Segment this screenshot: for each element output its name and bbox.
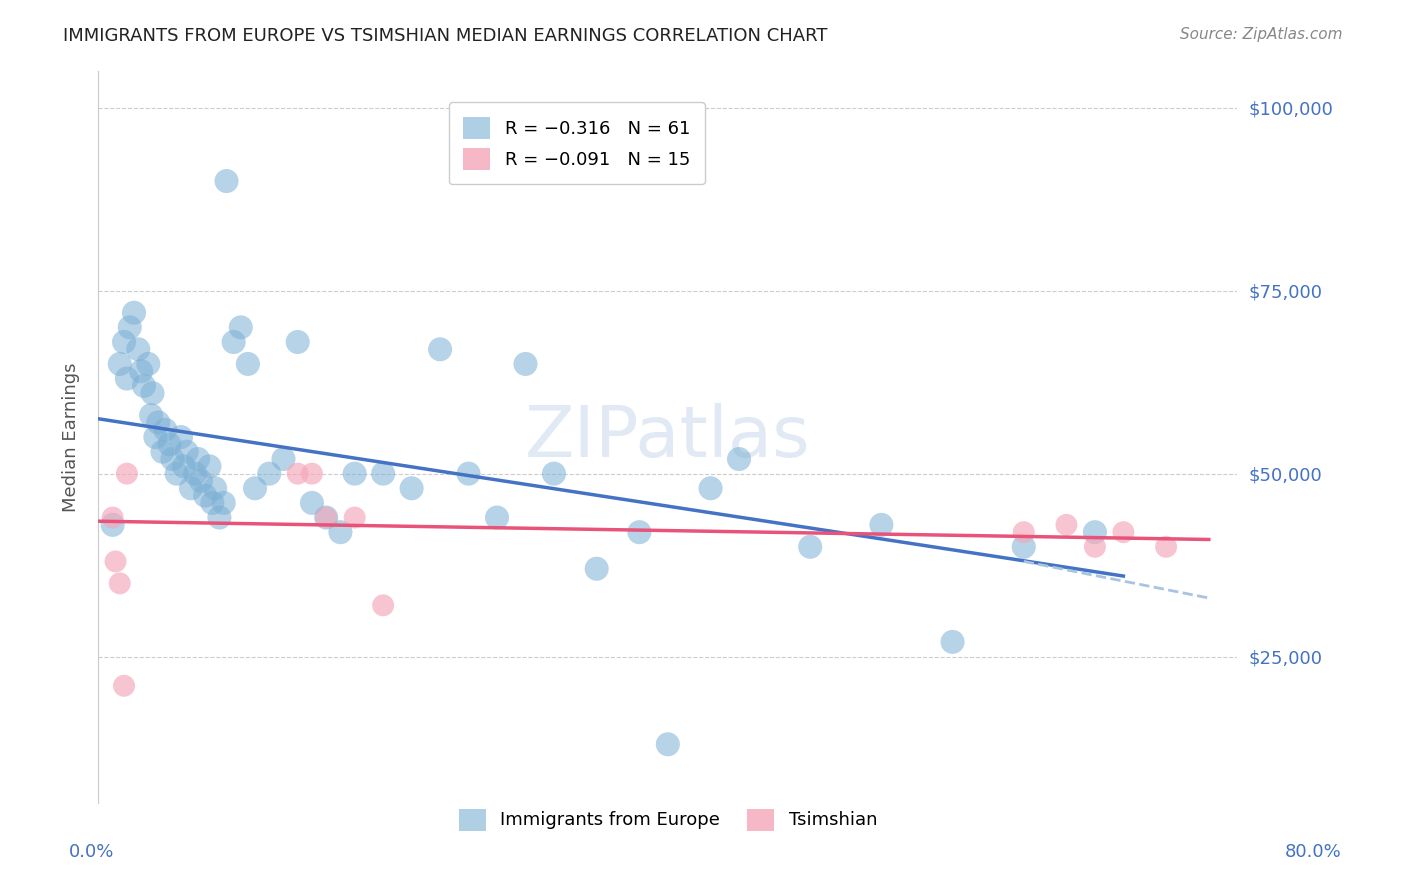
Point xyxy=(115,371,138,385)
Point xyxy=(486,510,509,524)
Point xyxy=(373,599,395,613)
Point xyxy=(1154,540,1177,554)
Point xyxy=(515,357,537,371)
Point xyxy=(343,510,366,524)
Point xyxy=(1012,540,1035,554)
Text: 80.0%: 80.0% xyxy=(1285,843,1341,861)
Point xyxy=(315,510,337,524)
Point xyxy=(1012,525,1035,540)
Point xyxy=(1112,525,1135,540)
Point xyxy=(222,334,245,349)
Point xyxy=(799,540,821,554)
Point xyxy=(118,320,141,334)
Point xyxy=(122,306,145,320)
Point xyxy=(101,510,124,524)
Point xyxy=(108,357,131,371)
Y-axis label: Median Earnings: Median Earnings xyxy=(62,362,80,512)
Point xyxy=(628,525,651,540)
Point xyxy=(115,467,138,481)
Point xyxy=(429,343,451,357)
Point xyxy=(170,430,193,444)
Point xyxy=(136,357,159,371)
Point xyxy=(259,467,281,481)
Point xyxy=(229,320,252,334)
Point xyxy=(301,496,323,510)
Point xyxy=(373,467,395,481)
Point xyxy=(132,379,155,393)
Point xyxy=(194,489,217,503)
Point xyxy=(301,467,323,481)
Point xyxy=(190,474,212,488)
Point xyxy=(543,467,565,481)
Point xyxy=(236,357,259,371)
Point xyxy=(204,481,226,495)
Point xyxy=(141,386,163,401)
Point xyxy=(101,517,124,532)
Point xyxy=(129,364,152,378)
Point xyxy=(329,525,352,540)
Point xyxy=(155,423,177,437)
Point xyxy=(127,343,149,357)
Point xyxy=(1084,540,1107,554)
Point xyxy=(343,467,366,481)
Point xyxy=(145,430,167,444)
Text: 0.0%: 0.0% xyxy=(69,843,114,861)
Point xyxy=(215,174,238,188)
Point xyxy=(162,452,184,467)
Point xyxy=(457,467,479,481)
Point xyxy=(166,467,188,481)
Point xyxy=(585,562,607,576)
Point xyxy=(152,444,174,458)
Point xyxy=(273,452,295,467)
Point xyxy=(187,452,209,467)
Point xyxy=(870,517,893,532)
Point xyxy=(180,481,202,495)
Point xyxy=(657,737,679,751)
Point xyxy=(287,334,309,349)
Point xyxy=(212,496,235,510)
Text: ZIPatlas: ZIPatlas xyxy=(524,402,811,472)
Point xyxy=(287,467,309,481)
Text: IMMIGRANTS FROM EUROPE VS TSIMSHIAN MEDIAN EARNINGS CORRELATION CHART: IMMIGRANTS FROM EUROPE VS TSIMSHIAN MEDI… xyxy=(63,27,828,45)
Point xyxy=(108,576,131,591)
Point xyxy=(198,459,221,474)
Point xyxy=(401,481,423,495)
Legend: Immigrants from Europe, Tsimshian: Immigrants from Europe, Tsimshian xyxy=(444,794,891,845)
Point xyxy=(184,467,207,481)
Point xyxy=(201,496,224,510)
Point xyxy=(104,554,127,568)
Point xyxy=(139,408,162,422)
Point xyxy=(728,452,751,467)
Point xyxy=(942,635,965,649)
Point xyxy=(112,679,135,693)
Point xyxy=(1056,517,1078,532)
Point xyxy=(159,437,181,451)
Point xyxy=(112,334,135,349)
Point xyxy=(176,444,198,458)
Point xyxy=(315,510,337,524)
Point xyxy=(208,510,231,524)
Point xyxy=(699,481,721,495)
Point xyxy=(243,481,266,495)
Point xyxy=(1084,525,1107,540)
Text: Source: ZipAtlas.com: Source: ZipAtlas.com xyxy=(1180,27,1343,42)
Point xyxy=(173,459,195,474)
Point xyxy=(148,416,170,430)
